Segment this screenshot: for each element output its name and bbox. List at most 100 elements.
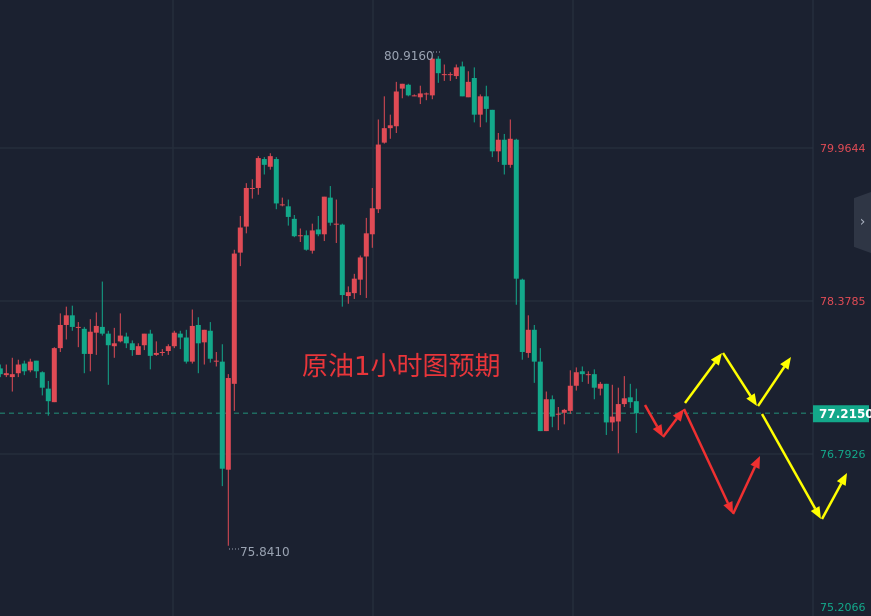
candle-body [45, 388, 51, 402]
candle-body [363, 233, 369, 257]
candle [183, 329, 189, 364]
candle-body [567, 385, 573, 411]
extreme-labels: 80.9160 75.8410 [229, 49, 440, 559]
candle-body [549, 399, 555, 417]
candle [9, 357, 15, 392]
candle [423, 92, 429, 101]
candle-body [135, 346, 141, 355]
forecast-arrow [721, 352, 757, 406]
candle [561, 408, 567, 425]
candle-body [621, 398, 627, 405]
candle [15, 359, 21, 378]
candle-body [393, 91, 399, 127]
candle [153, 341, 159, 356]
candle-body [489, 109, 495, 152]
candle [207, 322, 213, 363]
candle [435, 56, 441, 83]
candle-body [183, 337, 189, 362]
candle [0, 364, 3, 378]
candle-body [273, 159, 279, 204]
candle [279, 197, 285, 207]
candle [315, 215, 321, 237]
candle [555, 406, 561, 431]
candle-body [27, 361, 33, 371]
grid [0, 0, 814, 616]
candle-body [315, 229, 321, 235]
candle [345, 286, 351, 304]
candle-body [87, 331, 93, 354]
arrow-shaft [682, 408, 730, 504]
candle [75, 322, 81, 348]
current-price-label: 77.2150 [819, 407, 871, 421]
candle-body [447, 74, 453, 76]
candle-body [3, 373, 9, 376]
y-tick-label: 81.5504 [820, 0, 866, 2]
candle-body [627, 397, 633, 403]
candle-body [543, 399, 549, 432]
candle-body [609, 416, 615, 423]
candle [267, 153, 273, 170]
candle [255, 156, 261, 195]
candle-body [477, 96, 483, 115]
y-tick-label: 76.7926 [820, 448, 866, 461]
candle-body [633, 401, 639, 414]
candle [363, 217, 369, 298]
candle [171, 330, 177, 349]
candle [441, 64, 447, 81]
candle [627, 383, 633, 408]
candle [231, 249, 237, 411]
candle [525, 315, 531, 358]
candle-body [453, 67, 459, 77]
candle-body [195, 324, 201, 344]
candle [237, 215, 243, 267]
arrow-head [810, 506, 821, 519]
candle-body [9, 374, 15, 378]
candle-body [33, 360, 39, 372]
panel-toggle-button[interactable]: › [854, 192, 871, 253]
current-price-badge [813, 405, 869, 423]
y-tick-label: 75.2066 [820, 601, 866, 614]
candle [159, 349, 165, 356]
candle-body [555, 413, 561, 415]
candle-body [375, 144, 381, 210]
candle [549, 395, 555, 428]
candle-body [129, 343, 135, 351]
candle-body [153, 352, 159, 355]
candle [189, 309, 195, 364]
candle [573, 367, 579, 391]
candle [387, 114, 393, 139]
candle [69, 305, 75, 331]
candle [87, 319, 93, 372]
candle-body [69, 315, 75, 327]
candle-body [495, 139, 501, 152]
candle [99, 281, 105, 336]
candle-body [237, 227, 243, 253]
candle-body [483, 96, 489, 109]
candle [507, 119, 513, 168]
candle [297, 228, 303, 243]
candle [609, 384, 615, 432]
candle [273, 157, 279, 210]
candle [567, 370, 573, 414]
candle-body [471, 77, 477, 115]
candle-body [345, 292, 351, 297]
candle-body [159, 351, 165, 353]
candle-body [351, 278, 357, 294]
candle [615, 387, 621, 454]
arrow-head [652, 424, 663, 437]
candle [243, 183, 249, 234]
candle [21, 360, 27, 376]
candle [465, 71, 471, 98]
candle [543, 391, 549, 432]
arrow-head [780, 357, 791, 370]
arrow-shaft [760, 413, 817, 510]
candle [39, 371, 45, 396]
candle-body [171, 332, 177, 347]
candle-body [357, 257, 363, 280]
candle-body [405, 84, 411, 96]
candle [111, 327, 117, 358]
candle [309, 223, 315, 254]
candle [123, 332, 129, 349]
candle-body [111, 343, 117, 347]
